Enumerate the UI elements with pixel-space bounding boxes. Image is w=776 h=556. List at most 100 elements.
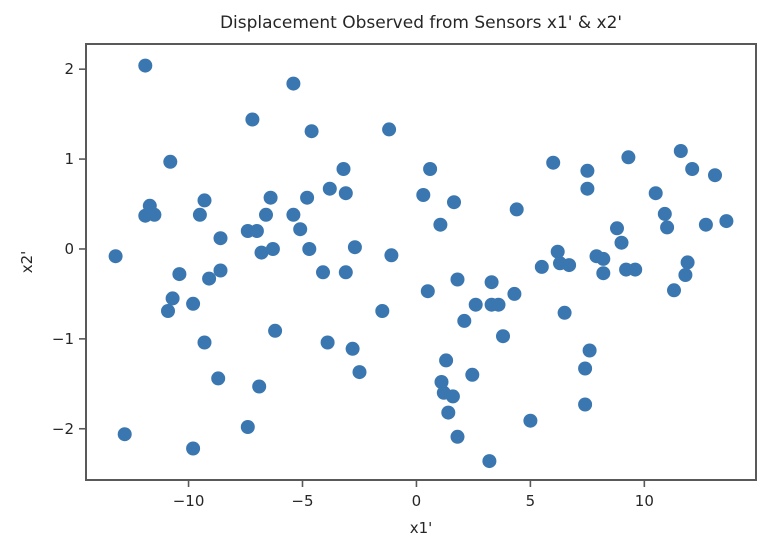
data-point [496, 329, 510, 344]
data-point [423, 162, 438, 176]
data-point [259, 207, 273, 222]
data-point [304, 124, 319, 139]
data-point [685, 162, 700, 176]
data-point [628, 262, 643, 277]
data-point [213, 263, 228, 278]
data-point [596, 266, 611, 281]
y-axis-ticks: −2 −1 0 1 2 [52, 60, 86, 438]
data-point [322, 181, 337, 196]
data-point [320, 335, 335, 350]
y-tick-label: −2 [52, 420, 74, 438]
data-points [108, 58, 734, 469]
data-point [523, 413, 538, 428]
data-point [202, 271, 217, 286]
data-point [582, 343, 597, 358]
data-point [213, 231, 228, 246]
data-point [286, 207, 301, 222]
data-point [138, 58, 153, 73]
y-tick-label: 2 [64, 60, 74, 78]
data-point [439, 353, 454, 368]
x-axis-label: x1' [410, 519, 433, 537]
data-point [708, 168, 722, 183]
data-point [447, 195, 461, 210]
data-point [254, 245, 269, 260]
chart-title: Displacement Observed from Sensors x1' &… [220, 13, 622, 33]
data-point [117, 427, 132, 442]
data-point [441, 405, 456, 420]
data-point [468, 297, 483, 312]
data-point [416, 188, 431, 202]
data-point [302, 242, 317, 256]
data-point [197, 193, 212, 208]
data-point [286, 76, 301, 91]
data-point [491, 297, 506, 312]
data-point [293, 222, 308, 237]
data-point [667, 283, 681, 298]
x-tick-label: 10 [635, 492, 654, 510]
data-point [249, 224, 264, 238]
x-tick-label: −10 [173, 492, 205, 510]
data-point [172, 267, 187, 282]
data-point [352, 365, 367, 380]
data-point [580, 163, 595, 178]
data-point [450, 272, 465, 287]
x-tick-label: −5 [291, 492, 313, 510]
data-point [673, 144, 688, 158]
data-point [610, 221, 624, 236]
data-point [484, 275, 499, 290]
data-point [509, 202, 524, 217]
data-point [420, 284, 435, 299]
y-tick-label: 1 [64, 150, 74, 168]
data-point [562, 258, 577, 273]
data-point [211, 371, 226, 386]
data-point [507, 286, 522, 301]
x-tick-label: 0 [412, 492, 422, 510]
data-point [445, 389, 460, 404]
data-point [197, 335, 212, 350]
data-point [678, 268, 693, 282]
data-point [316, 265, 330, 280]
data-point [252, 379, 267, 394]
data-point [648, 186, 663, 201]
data-point [680, 255, 695, 270]
y-axis-label: x2' [18, 251, 36, 274]
data-point [557, 305, 572, 320]
data-point [621, 150, 636, 165]
data-point [384, 248, 399, 263]
data-point [580, 181, 595, 196]
data-point [240, 420, 255, 434]
y-tick-label: −1 [52, 330, 74, 348]
data-point [433, 217, 448, 232]
data-point [192, 207, 207, 222]
data-point [457, 313, 472, 328]
data-point [186, 296, 201, 311]
data-point [578, 361, 593, 376]
data-point [245, 112, 260, 127]
data-point [163, 154, 178, 169]
data-point [265, 242, 280, 256]
data-point [165, 291, 180, 306]
data-point [382, 122, 397, 137]
plot-frame [85, 43, 757, 481]
data-point [719, 214, 734, 229]
data-point [698, 217, 713, 232]
data-point [660, 220, 675, 235]
data-point [450, 429, 465, 444]
data-point [546, 155, 561, 170]
data-point [596, 251, 611, 266]
data-point [482, 454, 497, 469]
data-point [300, 190, 315, 205]
data-point [108, 249, 123, 264]
data-point [657, 206, 672, 221]
y-tick-label: 0 [64, 240, 74, 258]
data-point [550, 244, 565, 259]
data-point [263, 190, 278, 205]
data-point [268, 323, 283, 338]
data-point [375, 304, 390, 318]
data-point [434, 375, 449, 389]
data-point [578, 397, 593, 412]
data-point [161, 304, 175, 318]
data-point [347, 240, 362, 255]
